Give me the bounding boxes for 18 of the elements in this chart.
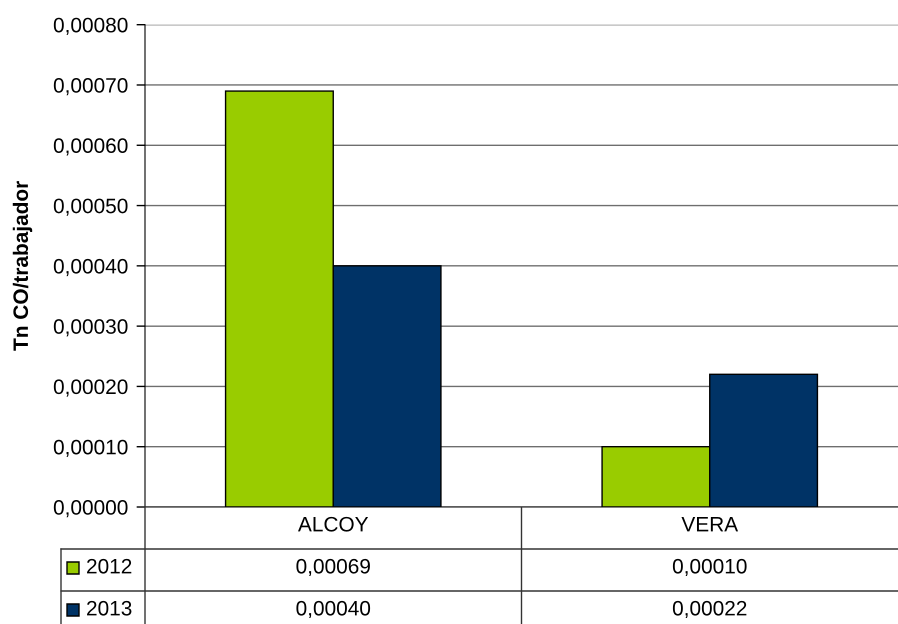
y-tick-label: 0,00070: [54, 78, 128, 96]
y-tick-label: 0,00030: [54, 319, 128, 336]
data-label: 0,00010: [672, 558, 747, 576]
y-tick-label: 0,00000: [54, 500, 128, 518]
y-tick-label: 0,00010: [54, 440, 128, 457]
legend-label: 2013: [87, 600, 132, 616]
data-label: 0,00022: [672, 600, 746, 618]
legend-label: 2012: [87, 558, 132, 574]
data-label: 0,00040: [296, 600, 370, 618]
y-tick-label: 0,00080: [54, 18, 128, 35]
y-tick-label: 0,00040: [54, 258, 128, 276]
y-tick-label: 0,00050: [54, 198, 128, 216]
x-tick-label: VERA: [681, 517, 738, 532]
x-tick-label: ALCOY: [298, 516, 368, 532]
y-axis-title: Tn CO/trabajador: [12, 181, 32, 351]
y-tick-label: 0,00060: [54, 138, 128, 156]
y-tick-label: 0,00020: [54, 379, 128, 397]
data-label: 0,00069: [296, 558, 370, 576]
